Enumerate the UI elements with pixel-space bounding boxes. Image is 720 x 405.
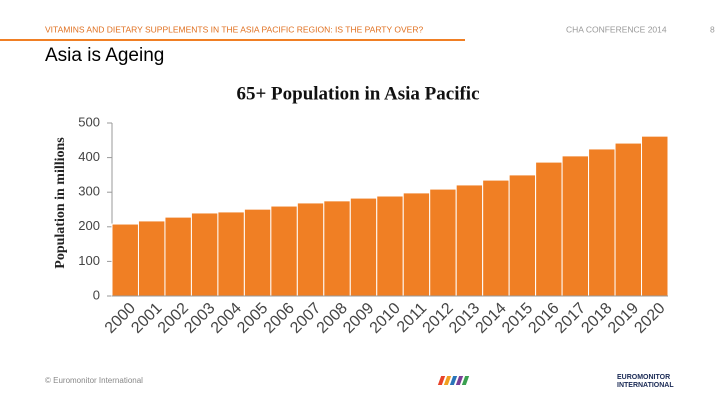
bar bbox=[588, 148, 616, 297]
bar bbox=[137, 220, 166, 297]
bar bbox=[455, 184, 484, 297]
logo-text: EUROMONITOR bbox=[617, 374, 670, 381]
header-event: CHA CONFERENCE 2014 bbox=[566, 24, 667, 34]
bar bbox=[561, 155, 590, 297]
bar bbox=[641, 135, 669, 297]
slide-title: Asia is Ageing bbox=[45, 45, 164, 66]
y-tick-label: 0 bbox=[93, 287, 100, 302]
bar bbox=[111, 223, 139, 297]
y-tick-label: 400 bbox=[78, 149, 100, 164]
y-axis-label: Population in millions bbox=[53, 137, 68, 269]
bar bbox=[508, 174, 537, 297]
bar bbox=[535, 161, 563, 297]
bar bbox=[323, 200, 351, 297]
x-tick-label: 2010 bbox=[367, 300, 404, 337]
bar bbox=[376, 195, 404, 297]
y-tick-label: 100 bbox=[78, 253, 100, 268]
page-number: 8 bbox=[710, 24, 715, 34]
bar bbox=[349, 197, 378, 297]
bar bbox=[614, 142, 643, 297]
logo: EUROMONITOR INTERNATIONAL bbox=[437, 374, 674, 389]
bar bbox=[482, 179, 510, 297]
x-tick-label: 2020 bbox=[631, 300, 668, 337]
bar bbox=[190, 212, 219, 297]
bar bbox=[243, 208, 272, 297]
bar bbox=[296, 202, 325, 297]
bar bbox=[217, 211, 245, 297]
y-tick-label: 200 bbox=[78, 218, 100, 233]
bar bbox=[164, 216, 192, 297]
footer-copyright: © Euromonitor International bbox=[45, 376, 143, 385]
logo-text: INTERNATIONAL bbox=[617, 382, 674, 389]
y-tick-label: 300 bbox=[78, 184, 100, 199]
bar bbox=[402, 192, 431, 297]
y-tick-label: 500 bbox=[78, 114, 100, 129]
bar bbox=[429, 188, 457, 297]
chart-title: 65+ Population in Asia Pacific bbox=[236, 83, 479, 104]
bar bbox=[270, 205, 298, 297]
header-title: VITAMINS AND DIETARY SUPPLEMENTS IN THE … bbox=[45, 24, 423, 34]
